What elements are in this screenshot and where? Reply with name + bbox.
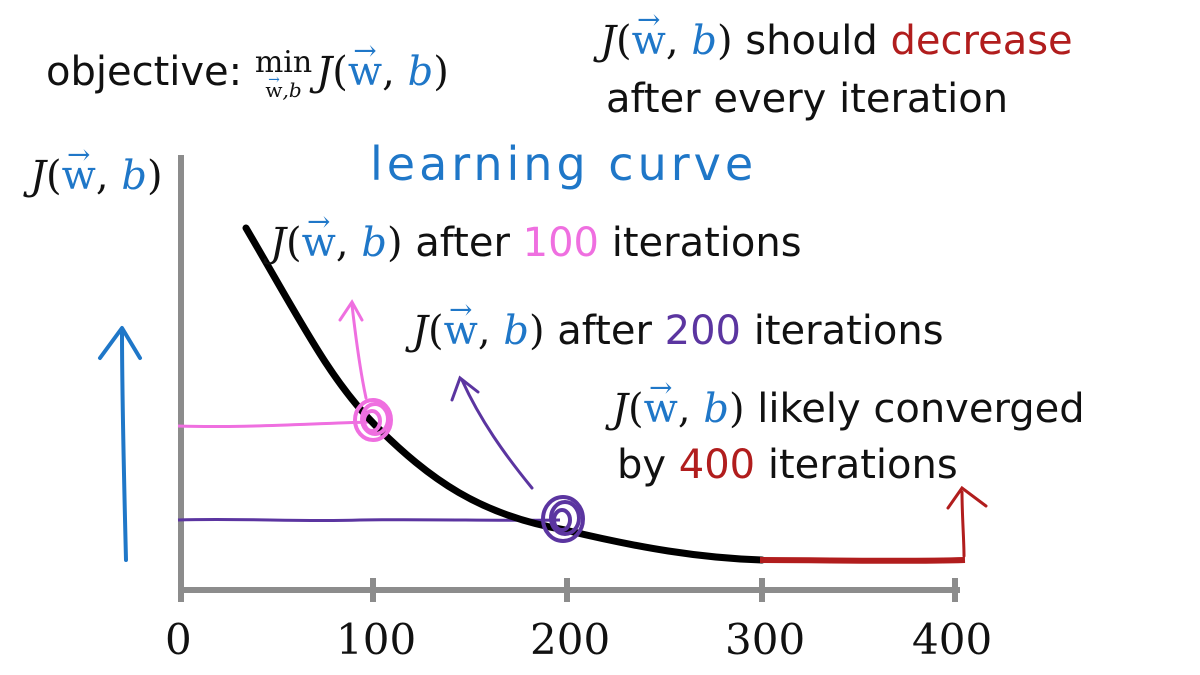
marker-100-iterations (353, 398, 393, 442)
x-tick-label-100: 100 (336, 615, 417, 664)
x-tick-label-400: 400 (912, 615, 993, 664)
note-100-iterations: J(w, b) after 100 iterations (270, 222, 802, 264)
note-converged-line2: by 400 iterations (617, 442, 958, 488)
decrease-highlight: decrease (890, 18, 1073, 64)
x-tick-label-300: 300 (725, 615, 806, 664)
cost-increase-arrow-icon (120, 328, 128, 562)
y-axis-label: J(w, b) (30, 155, 163, 197)
objective-formula: objective: min w,b J(w, b) (46, 48, 449, 101)
learning-curve-title: learning curve (370, 137, 758, 191)
purple-guide-line (177, 517, 561, 523)
note-converged: J(w, b) likely converged (612, 388, 1085, 430)
objective-label: objective: (46, 49, 243, 95)
decrease-note: J(w, b) should decrease (600, 20, 1073, 62)
purple-arrow-icon (460, 378, 534, 490)
pink-arrow-icon (350, 303, 368, 400)
min-operator: min w,b (255, 48, 312, 101)
x-tick-label-200: 200 (530, 615, 611, 664)
decrease-note-line2: after every iteration (606, 76, 1009, 122)
learning-curve-line (242, 224, 766, 564)
converged-segment (759, 557, 966, 564)
x-tick-label-0: 0 (165, 615, 192, 664)
red-arrow-icon (960, 490, 966, 558)
note-200-iterations: J(w, b) after 200 iterations (412, 310, 944, 352)
marker-200-iterations (541, 495, 585, 543)
pink-guide-line (177, 420, 371, 429)
